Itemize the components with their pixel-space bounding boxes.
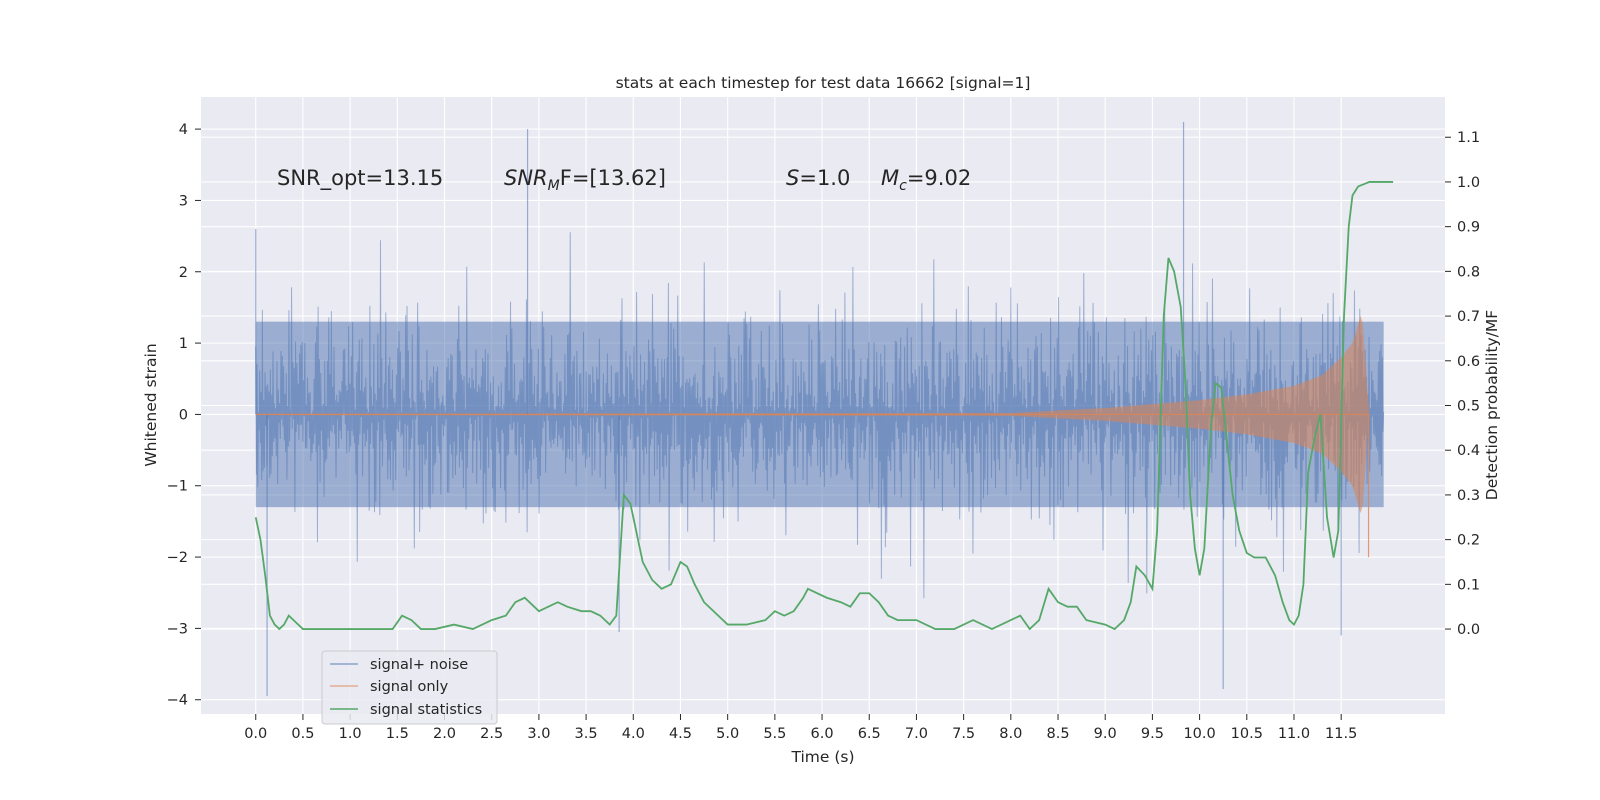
stats-series	[254, 181, 1394, 631]
annotation-snr-opt: SNR_opt=13.15	[277, 166, 443, 191]
x-tick-label: 6.0	[811, 726, 834, 742]
snr-mf-rest: F=[13.62]	[560, 166, 666, 190]
y-tick-label-left: 1	[179, 336, 188, 352]
x-tick-label: 10.5	[1231, 726, 1263, 742]
y-tick-label-right: 0.6	[1457, 354, 1480, 370]
y-tick-label-left: −3	[167, 621, 188, 637]
x-tick-label: 4.5	[669, 726, 692, 742]
x-tick-label: 3.0	[527, 726, 550, 742]
y-tick-label-left: −2	[167, 550, 188, 566]
y-axis-label-left: Whitened strain	[142, 343, 160, 466]
y-tick-label-right: 0.2	[1457, 533, 1480, 549]
y-tick-label-right: 0.1	[1457, 577, 1480, 593]
legend-label-signal: signal only	[370, 679, 449, 695]
x-tick-label: 10.0	[1183, 726, 1215, 742]
y-tick-label-left: −4	[167, 693, 188, 709]
legend-box	[321, 650, 498, 725]
x-tick-label: 5.0	[716, 726, 739, 742]
signal-series	[255, 315, 1370, 558]
x-tick-label: 0.0	[244, 726, 267, 742]
y-tick-label-left: 2	[179, 265, 188, 281]
y-axis-label-right: Detection probability/MF	[1483, 310, 1501, 501]
y-tick-label-left: 3	[179, 193, 188, 209]
legend-label-stats: signal statistics	[370, 702, 482, 718]
mc-base: M	[881, 166, 899, 190]
x-tick-label: 0.5	[291, 726, 314, 742]
y-tick-label-right: 0.3	[1457, 488, 1480, 504]
x-tick-label: 2.0	[433, 726, 456, 742]
x-tick-label: 11.0	[1278, 726, 1310, 742]
snr-mf-sub: M	[548, 178, 560, 194]
snr-mf-base: SNR	[504, 166, 548, 190]
legend: signal+ noise signal only signal statist…	[321, 650, 498, 725]
y-tick-label-right: 0.0	[1457, 622, 1480, 638]
legend-label-noise: signal+ noise	[370, 657, 468, 673]
y-tick-label-right: 1.0	[1457, 175, 1480, 191]
x-tick-label: 2.5	[480, 726, 503, 742]
annotation-snr-mf: SNRMF=[13.62]	[504, 166, 666, 194]
y-tick-label-right: 0.8	[1457, 264, 1480, 280]
y-tick-label-right: 0.9	[1457, 220, 1480, 236]
annotation-mc: Mc=9.02	[881, 166, 971, 194]
s-value: =1.0	[799, 166, 850, 190]
y-tick-label-right: 0.7	[1457, 309, 1480, 325]
x-tick-label: 9.0	[1094, 726, 1117, 742]
x-tick-label: 1.0	[339, 726, 362, 742]
x-tick-label: 8.0	[999, 726, 1022, 742]
axis-layer: 0.0 0.5 1.0 1.5 2.0 2.5 3.0 3.5 4.0 4.5 5.0 5.5 6.0 6…	[167, 122, 1480, 742]
y-tick-label-right: 1.1	[1457, 130, 1480, 146]
mc-value: =9.02	[907, 166, 971, 190]
x-tick-label: 4.0	[622, 726, 645, 742]
y-tick-label-right: 0.4	[1457, 443, 1480, 459]
y-tick-label-right: 0.5	[1457, 399, 1480, 415]
mc-sub: c	[899, 178, 907, 194]
x-tick-label: 7.0	[905, 726, 928, 742]
x-tick-label: 8.5	[1046, 726, 1069, 742]
stats-line	[254, 181, 1394, 631]
y-tick-label-left: 0	[179, 407, 188, 423]
x-axis-label: Time (s)	[790, 748, 854, 766]
x-tick-label: 5.5	[763, 726, 786, 742]
x-tick-label: 6.5	[858, 726, 881, 742]
x-tick-label: 3.5	[575, 726, 598, 742]
x-tick-label: 7.5	[952, 726, 975, 742]
x-tick-label: 1.5	[386, 726, 409, 742]
y-tick-label-left: 4	[179, 122, 188, 138]
s-symbol: S	[786, 166, 799, 190]
annotation-s: S=1.0	[786, 166, 850, 190]
x-tick-label: 9.5	[1141, 726, 1164, 742]
chart-title: stats at each timestep for test data 166…	[616, 74, 1031, 92]
y-tick-label-left: −1	[167, 479, 188, 495]
x-tick-label: 11.5	[1325, 726, 1357, 742]
